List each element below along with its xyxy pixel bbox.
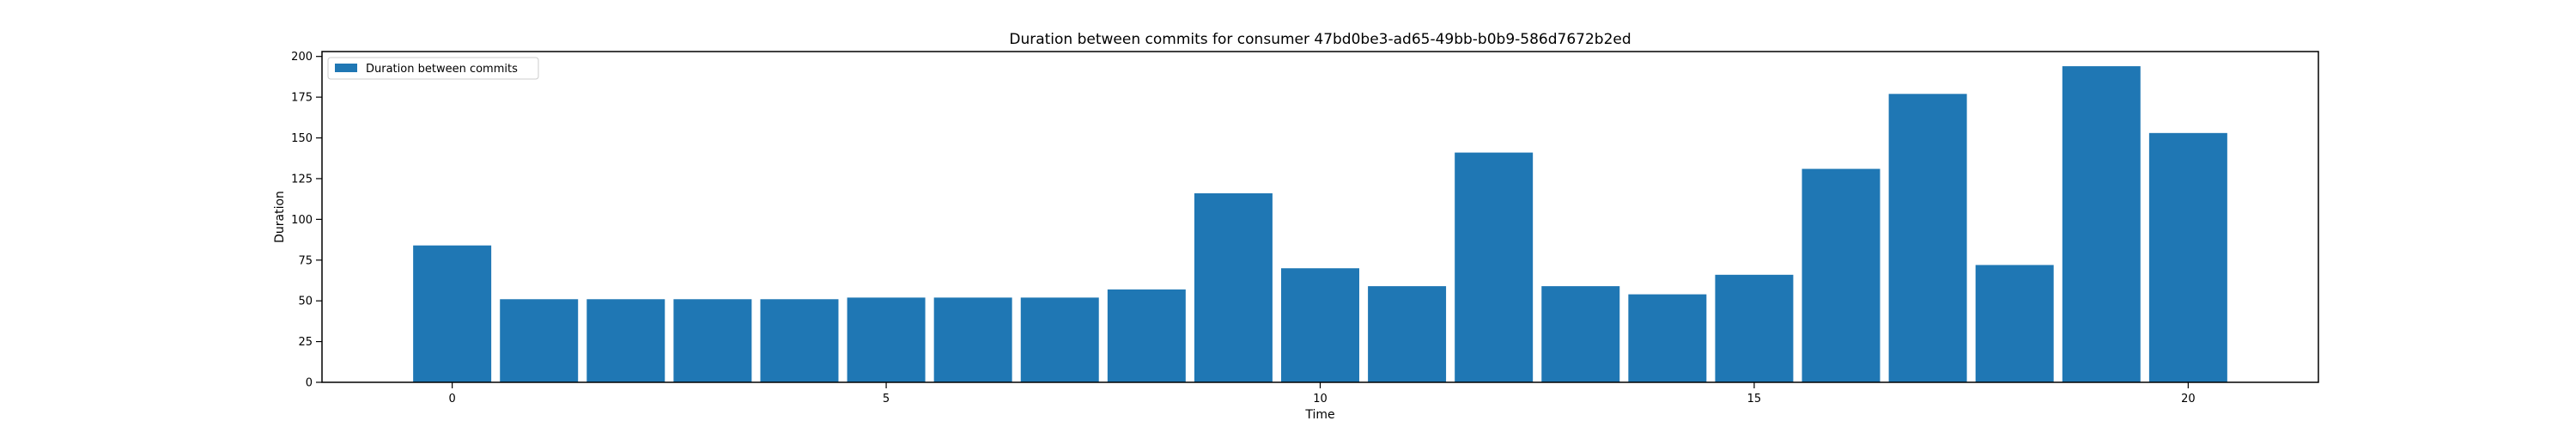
bar (1975, 265, 2054, 382)
plot-frame (321, 51, 2319, 383)
bar (500, 299, 579, 382)
y-tick-label: 125 (291, 173, 313, 186)
legend: Duration between commits (327, 57, 539, 80)
y-tick-label: 175 (291, 92, 313, 105)
legend-box (327, 57, 539, 80)
x-tick-label: 15 (1747, 393, 1762, 406)
bar (1801, 168, 1880, 382)
y-tick-label: 150 (291, 132, 313, 145)
y-tick-label: 75 (298, 254, 313, 267)
bar (586, 299, 665, 382)
bar (1541, 286, 1620, 382)
bars-layer (413, 66, 2227, 383)
bar (1715, 274, 1794, 382)
legend-swatch (335, 64, 357, 72)
x-axis-label: Time (1304, 408, 1334, 422)
x-tick-label: 10 (1313, 393, 1327, 406)
bar (1194, 193, 1273, 382)
legend-label: Duration between commits (366, 63, 518, 76)
y-axis-label: Duration (273, 191, 287, 243)
y-tick-label: 0 (306, 377, 313, 390)
x-tick-label: 20 (2181, 393, 2196, 406)
bar (847, 297, 926, 382)
bar (1888, 94, 1967, 382)
y-axis: 0 25 50 75 100 125 150 175 200 (291, 51, 322, 390)
y-tick-label: 50 (298, 296, 313, 308)
y-tick-label: 200 (291, 51, 313, 64)
bar (760, 299, 839, 382)
bar (2062, 66, 2141, 382)
bar (1628, 294, 1707, 382)
y-tick-label: 100 (291, 214, 313, 227)
x-tick-label: 5 (883, 393, 890, 406)
x-axis: 0 5 10 15 20 (448, 382, 2196, 406)
bar (1281, 268, 1359, 382)
bar (933, 297, 1012, 382)
bar (1020, 297, 1099, 382)
chart-title: Duration between commits for consumer 47… (1009, 31, 1631, 48)
bar (2148, 132, 2227, 383)
bar (1107, 289, 1186, 382)
bar (673, 299, 752, 382)
bar (413, 245, 492, 382)
bar (1368, 286, 1447, 382)
y-tick-label: 25 (298, 336, 313, 349)
x-tick-label: 0 (448, 393, 455, 406)
bar (1455, 152, 1534, 382)
